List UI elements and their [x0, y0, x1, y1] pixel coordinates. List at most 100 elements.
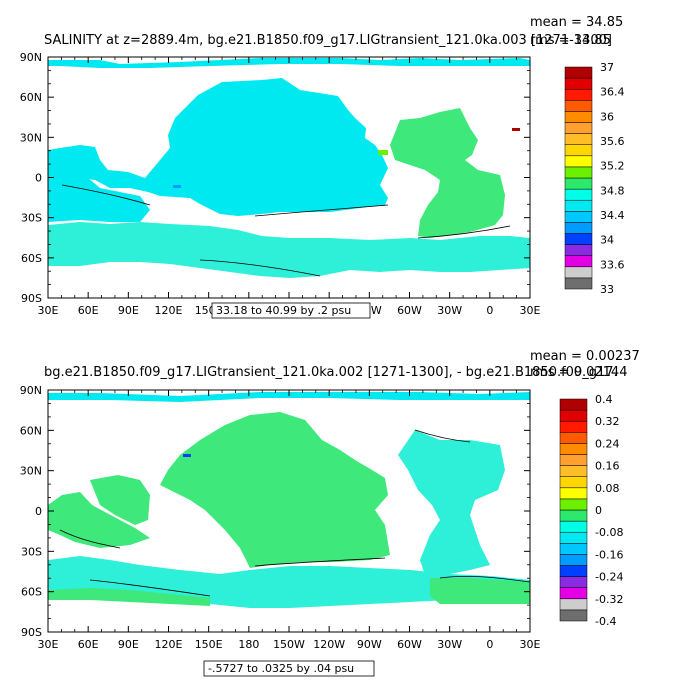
panel-top-colorbar-segment	[564, 177, 593, 190]
panel-top-colorbar-segment	[564, 66, 593, 79]
panel-top-colorbar-segment	[564, 166, 593, 179]
panel-top-contour-info-box: 33.18 to 40.99 by .2 psu	[211, 302, 371, 319]
panel-top-colorbar-label: 34	[600, 234, 614, 247]
panel-top-small-patch	[173, 185, 181, 188]
panel-bottom-x-tick-label: 120E	[155, 638, 183, 651]
panel-bottom-y-tick-label: 30N	[20, 465, 42, 478]
panel-top-colorbar-segment	[564, 277, 593, 290]
panel-bottom-colorbar-label: 0.16	[595, 460, 620, 473]
panel-bottom-colorbar-segment	[559, 443, 588, 455]
panel-bottom-colorbar-segment	[559, 509, 588, 522]
panel-top-colorbar-segment	[564, 100, 593, 112]
panel-top-colorbar-label: 34.4	[600, 209, 625, 222]
panel-top-rms: rms = 34.85	[530, 33, 611, 48]
panel-bottom-colorbar-label: 0	[595, 504, 602, 517]
panel-bottom-colorbar-segment	[559, 531, 588, 544]
panel-top-x-tick-label: 30E	[38, 304, 59, 317]
panel-bottom-colorbar-segment	[559, 398, 588, 411]
panel-bottom-axes: 30E 60E 90E 120E 150E 180 150W 120W 90W 60W 30W 0 30…	[20, 384, 541, 651]
panel-top-colorbar-label: 34.8	[600, 184, 625, 197]
panel-bottom-x-tick-label: 0	[486, 638, 493, 651]
panel-top-x-tick-label: 120E	[155, 304, 183, 317]
panel-bottom-x-tick-label: 60W	[397, 638, 422, 651]
panel-bottom-atlantic-ocean	[398, 430, 505, 575]
panel-bottom-x-tick-label: 150E	[195, 638, 223, 651]
panel-bottom-contour	[59, 429, 530, 597]
panel-bottom-colorbar-segment	[559, 520, 588, 533]
panel-bottom-colorbar-segment	[559, 565, 588, 577]
panel-bottom-x-tick-label: 60E	[78, 638, 99, 651]
panel-top-colorbar-label: 36.4	[600, 86, 625, 99]
panel-top-indian-ocean	[48, 172, 150, 222]
panel-bottom-colorbar-segment	[559, 554, 588, 566]
panel-top-atlantic-ocean	[390, 108, 505, 238]
panel-bottom-colorbar-label: -0.32	[595, 593, 623, 606]
panel-bottom-antarctic-band-east	[430, 578, 530, 604]
panel-top-colorbar-label: 37	[600, 61, 614, 74]
panel-bottom-colorbar-label: -0.4	[595, 615, 616, 628]
panel-bottom-x-tick-label: 150W	[273, 638, 305, 651]
panel-bottom-colorbar-segment	[559, 576, 588, 588]
panel-top-y-tick-label: 60N	[20, 91, 42, 104]
panel-bottom-colorbar-segment	[559, 476, 588, 489]
panel-bottom-contour-info: -.5727 to .0325 by .04 psu	[208, 662, 354, 675]
panel-top-colorbar-segment	[564, 211, 593, 223]
panel-top-colorbar-segment	[564, 122, 593, 134]
panel-top-colorbar-segment	[564, 222, 593, 234]
panel-bottom-title: bg.e21.B1850.f09_g17.LIGtransient_121.0k…	[44, 365, 618, 380]
panel-bottom-mean: mean = 0.00237	[530, 349, 640, 364]
panel-bottom-x-tick-label: 180	[238, 638, 259, 651]
panel-bottom-colorbar-segment	[559, 454, 588, 466]
panel-top-southern-ocean	[48, 222, 530, 278]
panel-bottom-colorbar-segment	[559, 543, 588, 555]
panel-top-x-tick-label: 60E	[78, 304, 99, 317]
panel-top-y-tick-label: 60S	[21, 252, 42, 265]
panel-bottom-colorbar-segment	[559, 465, 588, 477]
panel-bottom-colorbar: -0.4 -0.32 -0.24 -0.16 -0.08 0 0.08 0.16 0.24 0.3…	[559, 393, 623, 628]
panel-bottom-small-patch	[183, 454, 191, 457]
panel-top-x-tick-label: 90E	[118, 304, 139, 317]
panel-top-colorbar-label: 35.6	[600, 135, 625, 148]
panel-bottom-map	[48, 392, 530, 608]
panel-bottom-colorbar-label: 0.24	[595, 437, 620, 450]
panel-bottom-west-pacific	[90, 475, 150, 525]
panel-top-small-patch-green	[378, 150, 388, 155]
panel-bottom-colorbar-label: 0.32	[595, 415, 620, 428]
panel-bottom-colorbar-segment	[559, 409, 588, 422]
panel-bottom: bg.e21.B1850.f09_g17.LIGtransient_121.0k…	[20, 349, 640, 677]
panel-top-x-tick-label: 0	[486, 304, 493, 317]
panel-bottom-pacific-ocean	[160, 412, 390, 568]
panel-bottom-x-tick-label: 90W	[357, 638, 382, 651]
panel-top-colorbar-segment	[564, 233, 593, 245]
panel-bottom-colorbar-segment	[559, 598, 588, 611]
panel-bottom-colorbar-segment	[559, 498, 588, 511]
panel-top-colorbar-segment	[564, 77, 593, 90]
panel-top-mediterranean-outflow	[512, 128, 520, 131]
panel-top-x-tick-label: 30E	[520, 304, 541, 317]
panel-top-pacific-ocean	[48, 78, 388, 216]
panel-top-colorbar-segment	[564, 188, 593, 201]
panel-bottom-y-tick-label: 90S	[21, 626, 42, 639]
panel-bottom-colorbar-label: 0.4	[595, 393, 613, 406]
panel-top-colorbar-segment	[564, 155, 593, 168]
panel-top-colorbar-label: 35.2	[600, 160, 625, 173]
panel-top-colorbar-label: 33.6	[600, 258, 625, 271]
panel-bottom-colorbar-label: 0.08	[595, 482, 620, 495]
panel-bottom-y-tick-label: 60S	[21, 586, 42, 599]
panel-top-y-tick-label: 0	[35, 172, 42, 185]
panel-bottom-y-tick-label: 30S	[21, 545, 42, 558]
panel-top-x-tick-label: 30W	[437, 304, 462, 317]
panel-top-x-tick-label: 60W	[397, 304, 422, 317]
panel-top-title: SALINITY at z=2889.4m, bg.e21.B1850.f09_…	[44, 33, 612, 48]
panel-top-colorbar-segment	[564, 88, 593, 101]
panel-top-colorbar: 33 33.6 34 34.4 34.8 35.2 35.6 36 36.4 37	[564, 61, 625, 296]
panel-bottom-x-tick-label: 120W	[313, 638, 345, 651]
panel-top-y-tick-label: 30N	[20, 131, 42, 144]
panel-bottom-antarctic-band	[48, 588, 210, 606]
panel-bottom-rms: rms = 0.02144	[530, 365, 627, 380]
panel-bottom-x-tick-label: 30E	[520, 638, 541, 651]
panel-bottom-y-tick-label: 60N	[20, 424, 42, 437]
panel-top-y-tick-label: 30S	[21, 212, 42, 225]
panel-bottom-colorbar-segment	[559, 587, 588, 600]
